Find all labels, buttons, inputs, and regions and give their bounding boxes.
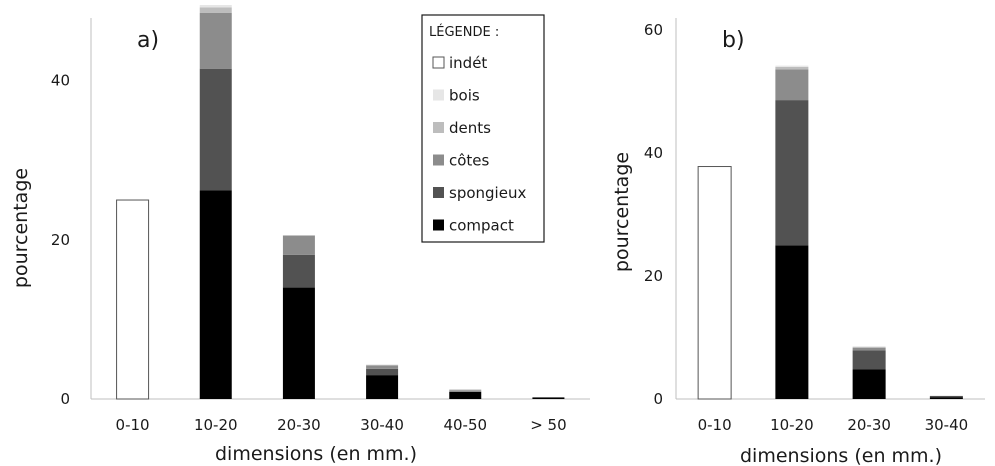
bar-segment-spongieux xyxy=(929,395,963,398)
x-axis-title-b: dimensions (en mm.) xyxy=(740,445,942,466)
legend-swatch-indet xyxy=(432,56,445,69)
bar-segment-bois xyxy=(775,65,809,67)
x-tick-label: 0-10 xyxy=(698,416,732,434)
bar-segment-dents xyxy=(282,235,315,236)
bar-segment-indet xyxy=(697,166,732,400)
panel-label-b: b) xyxy=(722,28,745,53)
bar-segment-bois xyxy=(199,5,232,8)
bar-segment-dents xyxy=(852,346,886,348)
bar-segment-cotes xyxy=(366,365,399,369)
chart-panel-b: b) pourcentage dimensions (en mm.) 0 20 40… xyxy=(611,18,985,466)
bar-segment-spongieux xyxy=(852,350,886,370)
bar-segment-spongieux xyxy=(199,68,232,191)
bar-segment-compact xyxy=(199,190,232,399)
bar-segment-compact xyxy=(532,397,565,399)
x-tick-label: 40-50 xyxy=(443,416,487,434)
legend-label-bois: bois xyxy=(449,87,480,105)
legend-swatch-spongieux xyxy=(433,187,444,198)
legend-swatch-compact xyxy=(433,219,444,231)
bar-segment-dents xyxy=(366,364,399,366)
x-tick-label: 0-10 xyxy=(116,416,150,434)
y-tick-label: 20 xyxy=(644,267,663,285)
legend-label-indet: indét xyxy=(449,54,487,72)
y-axis-title-a: pourcentage xyxy=(10,168,32,288)
x-tick-label: 30-40 xyxy=(360,416,404,434)
legend-swatch-cotes xyxy=(433,154,444,166)
x-tick-label: > 50 xyxy=(530,416,566,434)
bar-segment-cotes xyxy=(852,347,886,351)
legend-label-spongieux: spongieux xyxy=(449,184,526,202)
x-tick-label: 20-30 xyxy=(277,416,321,434)
bar-segment-cotes xyxy=(282,235,315,255)
bar-segment-spongieux xyxy=(775,100,809,246)
bar-segment-indet xyxy=(116,199,150,400)
bar-segment-cotes xyxy=(449,390,482,392)
panel-label-a: a) xyxy=(137,28,159,53)
bar-segment-dents xyxy=(199,7,232,13)
x-axis-title-a: dimensions (en mm.) xyxy=(215,443,417,465)
x-tick-label: 10-20 xyxy=(770,416,814,434)
legend-swatch-dents xyxy=(433,122,444,133)
y-tick-label: 40 xyxy=(51,72,70,90)
bar-segment-dents xyxy=(775,66,809,70)
bar-segment-compact xyxy=(449,391,482,399)
y-tick-label: 20 xyxy=(51,231,70,249)
legend-swatch-bois xyxy=(433,89,444,101)
bar-segment-spongieux xyxy=(282,254,315,288)
y-axis-title-b: pourcentage xyxy=(611,152,633,272)
bar-segment-cotes xyxy=(775,69,809,101)
bar-segment-compact xyxy=(282,287,315,399)
x-tick-label: 10-20 xyxy=(194,416,238,434)
chart-legend: LÉGENDE : indét bois dents côtes spongieux co… xyxy=(421,14,545,243)
y-tick-label: 0 xyxy=(653,390,663,408)
x-tick-label: 20-30 xyxy=(847,416,891,434)
legend-title: LÉGENDE : xyxy=(429,24,499,40)
legend-label-compact: compact xyxy=(449,217,514,235)
bar-segment-compact xyxy=(852,369,886,399)
bar-segment-compact xyxy=(775,245,809,399)
y-tick-label: 0 xyxy=(60,390,70,408)
legend-label-cotes: côtes xyxy=(449,152,490,170)
x-tick-label: 30-40 xyxy=(925,416,969,434)
bar-segment-compact xyxy=(366,375,399,399)
bar-segment-dents xyxy=(449,389,482,391)
y-tick-label: 40 xyxy=(644,144,663,162)
chart-panel-a: a) pourcentage dimensions (en mm.) 0 20 40… xyxy=(10,5,590,465)
bar-segment-spongieux xyxy=(366,368,399,376)
bar-segment-compact xyxy=(929,397,963,399)
y-tick-label: 60 xyxy=(644,21,663,39)
legend-label-dents: dents xyxy=(449,119,491,137)
bar-segment-cotes xyxy=(199,12,232,69)
